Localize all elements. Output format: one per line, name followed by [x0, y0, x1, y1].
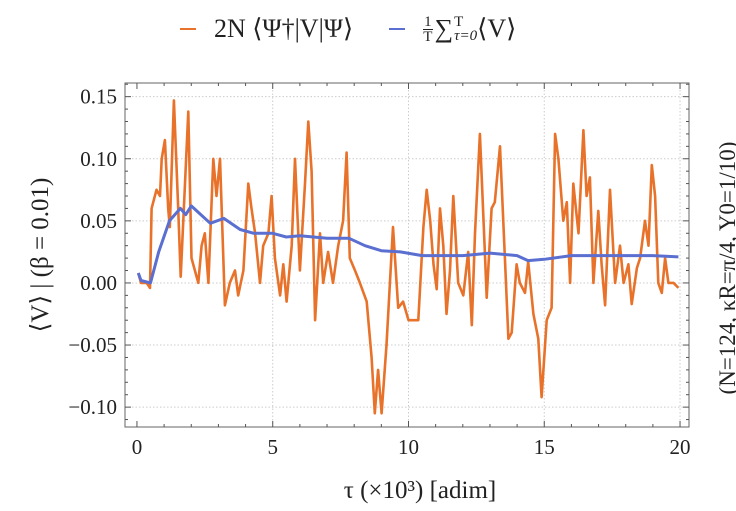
y-axis-label: ⟨V⟩ | (β = 0.01) [27, 177, 54, 333]
x-tick-label: 0 [132, 435, 143, 459]
legend-swatch-orange [180, 28, 196, 30]
y-tick-label: −0.10 [68, 395, 117, 419]
y-tick-label: −0.05 [68, 333, 117, 357]
x-tick-label: 10 [398, 435, 419, 459]
fraction-numerator: 1 [423, 13, 433, 30]
x-tick-label: 20 [670, 435, 691, 459]
sum-limits: T τ=0 [454, 14, 478, 44]
series-line-2 [136, 204, 679, 285]
legend-label-series-2: ⟨V⟩ [477, 14, 517, 43]
y-tick-label: 0.05 [80, 209, 117, 233]
y-tick-label: 0.15 [80, 85, 117, 109]
y-tick-label: 0.00 [80, 271, 117, 295]
x-tick-label: 15 [534, 435, 555, 459]
x-tick-label: 5 [267, 435, 278, 459]
sum-upper: T [454, 14, 464, 30]
legend-label-series-1: 2N ⟨Ψ†|V|Ψ⟩ [214, 14, 354, 43]
sum-lower: τ=0 [454, 28, 478, 44]
y-tick-label: 0.10 [80, 147, 117, 171]
legend-fraction: 1 T [423, 13, 433, 45]
legend-sum: ∑ T τ=0 ⟨V⟩ [435, 14, 517, 44]
sum-symbol: ∑ [434, 14, 454, 43]
fraction-denominator: T [423, 28, 433, 45]
plot-frame [124, 82, 690, 428]
legend: 2N ⟨Ψ†|V|Ψ⟩ 1 T ∑ T τ=0 ⟨V⟩ [180, 14, 516, 44]
x-axis-label: τ (×10³) [adim] [343, 477, 497, 504]
legend-swatch-blue [389, 28, 406, 30]
right-axis-label: (N=124, κR=π/4, Υ0=1/10) [715, 141, 736, 395]
